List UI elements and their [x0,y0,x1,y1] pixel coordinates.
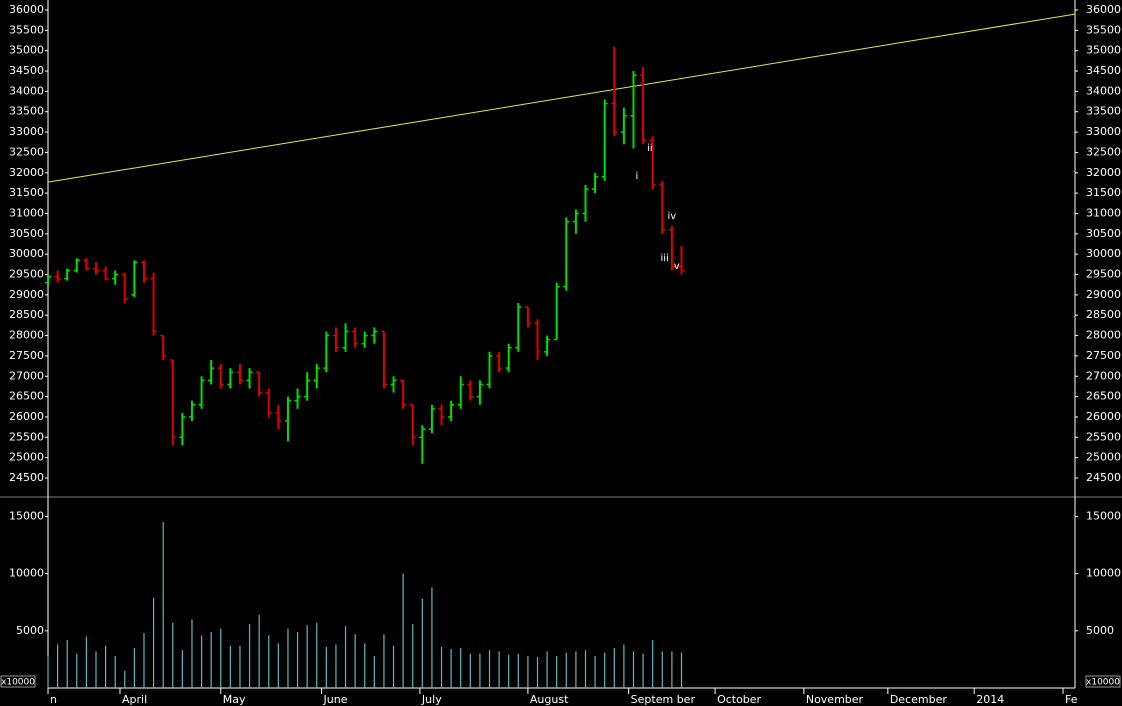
y-tick-label: 25500 [1086,430,1121,443]
x-tick-label: November [806,693,864,706]
wave-label: ii [647,143,653,154]
y-tick-label: 35500 [9,23,44,36]
y-tick-label: 33000 [9,125,44,138]
y-tick-label: 28500 [9,308,44,321]
y-tick-label: 33000 [1086,125,1121,138]
y-tick-label: 34000 [1086,84,1121,97]
unit-box [1085,675,1121,688]
y-tick-label: 26500 [1086,390,1121,403]
y-tick-label: 30500 [1086,227,1121,240]
y-tick-label: 32500 [9,145,44,158]
wave-label: v [674,261,680,272]
x-tick-label: October [717,693,761,706]
y-tick-label: 31000 [9,206,44,219]
y-tick-label: 24500 [9,471,44,484]
volume-tick-label: 5000 [1086,624,1114,637]
y-tick-label: 26500 [9,390,44,403]
y-tick-label: 29500 [1086,268,1121,281]
x-tick-label: April [122,693,147,706]
x-tick-label: December [890,693,948,706]
volume-tick-label: 15000 [1086,509,1121,522]
y-tick-label: 24500 [1086,471,1121,484]
volume-unit: x10000 [1086,678,1120,688]
wave-label: iv [668,211,677,222]
y-tick-label: 26000 [1086,410,1121,423]
y-tick-label: 35000 [1086,44,1121,57]
y-tick-label: 36000 [9,3,44,16]
volume-tick-label: 15000 [9,509,44,522]
y-tick-label: 32500 [1086,145,1121,158]
y-tick-label: 36000 [1086,3,1121,16]
y-tick-label: 27000 [9,369,44,382]
x-tick-label: Septem ber [631,693,696,706]
y-tick-label: 28000 [9,329,44,342]
volume-tick-label: 10000 [9,567,44,580]
y-tick-label: 26000 [9,410,44,423]
y-tick-label: 25000 [1086,451,1121,464]
wave-label: i [635,171,638,182]
volume-tick-label: 5000 [16,624,44,637]
y-tick-label: 28000 [1086,329,1121,342]
y-tick-label: 29000 [1086,288,1121,301]
y-tick-label: 35500 [1086,23,1121,36]
x-tick-label: Fe [1065,693,1078,706]
y-tick-label: 33500 [9,105,44,118]
y-tick-label: 32000 [1086,166,1121,179]
wave-label: iii [661,253,669,264]
x-tick-label: July [421,693,442,706]
y-tick-label: 30000 [1086,247,1121,260]
y-tick-label: 35000 [9,44,44,57]
y-tick-label: 29500 [9,268,44,281]
y-tick-label: 25500 [9,430,44,443]
y-tick-label: 33500 [1086,105,1121,118]
y-tick-label: 27500 [1086,349,1121,362]
y-tick-label: 32000 [9,166,44,179]
trendline [47,13,1076,183]
y-tick-label: 34000 [9,84,44,97]
x-tick-label: June [323,693,348,706]
volume-unit: x10000 [1,678,35,688]
y-tick-label: 27000 [1086,369,1121,382]
y-tick-label: 30500 [9,227,44,240]
volume-tick-label: 10000 [1086,567,1121,580]
y-tick-label: 30000 [9,247,44,260]
y-tick-label: 31000 [1086,206,1121,219]
y-tick-label: 34500 [1086,64,1121,77]
unit-box [0,675,36,688]
x-tick-label: May [223,693,246,706]
x-tick-label: n [50,693,57,706]
y-tick-label: 29000 [9,288,44,301]
y-tick-label: 28500 [1086,308,1121,321]
y-tick-label: 27500 [9,349,44,362]
y-tick-label: 25000 [9,451,44,464]
x-tick-label: 2014 [976,693,1004,706]
y-tick-label: 31500 [9,186,44,199]
y-tick-label: 34500 [9,64,44,77]
x-tick-label: August [530,693,569,706]
y-tick-label: 31500 [1086,186,1121,199]
